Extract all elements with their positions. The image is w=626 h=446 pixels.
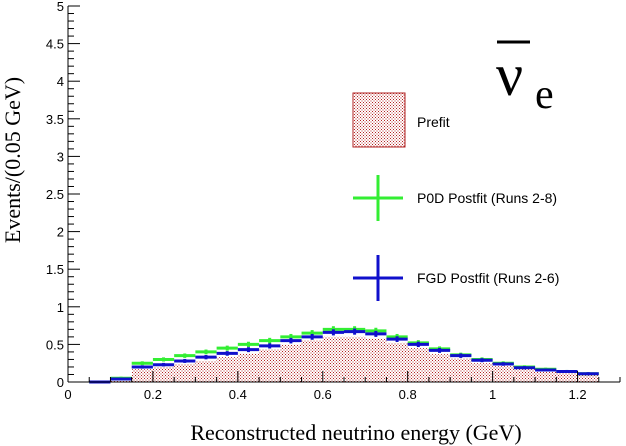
prefit-bar	[195, 360, 217, 382]
fgd-postfit-point	[322, 329, 344, 336]
fgd-postfit-point	[535, 368, 557, 372]
fgd-postfit-point	[471, 358, 493, 363]
fgd-postfit-point	[386, 336, 408, 342]
prefit-bar	[556, 372, 578, 382]
p0d-postfit-point	[216, 345, 238, 351]
legend-label-fgd: FGD Postfit (Runs 2-6)	[417, 270, 559, 286]
prefit-bar	[471, 363, 493, 382]
neutrino-symbol: ν	[496, 42, 523, 108]
p0d-postfit-point	[152, 357, 175, 362]
axes-layer: 0 0.2 0.4 0.6 0.8 1 1.2 0 0.5 1 1.5 2 2.5 3 3.5 4 4.5 5	[46, 0, 621, 402]
fgd-postfit-point	[152, 362, 175, 367]
x-tick-label: 0.2	[144, 387, 162, 402]
fgd-postfit-point	[450, 353, 472, 358]
prefit-bar	[386, 342, 408, 382]
prefit-bar	[216, 357, 238, 382]
prefit-bar	[492, 366, 514, 382]
y-axis-title: Events/(0.05 GeV)	[0, 77, 25, 243]
y-tick-label: 3	[57, 149, 64, 164]
y-tick-label: 2.5	[46, 187, 64, 202]
fgd-postfit-point	[237, 347, 260, 353]
y-tick-label: 0	[57, 375, 64, 390]
prefit-bar	[365, 338, 387, 382]
x-tick-label: 0	[64, 387, 71, 402]
x-tick-label: 1.2	[568, 387, 586, 402]
histogram-layer	[89, 326, 599, 384]
prefit-bar	[280, 344, 302, 382]
fgd-postfit-point	[280, 337, 302, 344]
y-tick-label: 4	[57, 74, 64, 89]
fgd-postfit-point	[301, 333, 323, 340]
y-tick-label: 1.5	[46, 262, 64, 277]
prefit-bar	[237, 353, 260, 382]
y-tick-label: 1	[57, 300, 64, 315]
y-tick-label: 3.5	[46, 112, 64, 127]
prefit-bar	[174, 363, 196, 382]
prefit-bar	[577, 374, 599, 382]
y-tick-label: 0.5	[46, 337, 64, 352]
prefit-bar	[513, 369, 536, 382]
fgd-postfit-point	[344, 328, 366, 335]
p0d-postfit-point	[259, 337, 281, 344]
p0d-postfit-point	[237, 341, 260, 348]
prefit-bar	[450, 358, 472, 382]
fgd-postfit-point	[174, 358, 196, 363]
fgd-postfit-point	[195, 355, 217, 360]
prefit-bar	[535, 370, 557, 382]
prefit-bar	[301, 340, 323, 382]
fgd-postfit-point	[131, 365, 153, 369]
neutrino-annotation: ν e	[496, 40, 554, 118]
fgd-postfit-point	[428, 347, 451, 353]
prefit-bar	[131, 369, 153, 382]
fgd-postfit-point	[407, 341, 429, 348]
y-tick-label: 4.5	[46, 37, 64, 52]
fgd-postfit-point	[513, 366, 536, 370]
legend: Prefit P0D Postfit (Runs 2-8) FGD Postfit …	[352, 92, 559, 301]
prefit-bar	[407, 348, 429, 382]
p0d-postfit-point	[131, 361, 153, 366]
x-tick-label: 0.6	[314, 387, 332, 402]
x-tick-label: 0.8	[399, 387, 417, 402]
fgd-postfit-point	[556, 369, 578, 373]
fgd-postfit-point	[492, 362, 514, 366]
prefit-bar	[428, 354, 451, 382]
p0d-postfit-point	[174, 353, 196, 358]
prefit-bar	[322, 336, 344, 382]
legend-label-p0d: P0D Postfit (Runs 2-8)	[417, 190, 557, 206]
fgd-postfit-point	[365, 330, 387, 337]
fgd-postfit-point	[110, 377, 132, 381]
y-tick-label: 5	[57, 0, 64, 14]
x-axis-title: Reconstructed neutrino energy (GeV)	[190, 420, 521, 445]
p0d-postfit-point	[195, 349, 217, 355]
fgd-postfit-point	[216, 351, 238, 356]
legend-label-prefit: Prefit	[417, 114, 450, 130]
prefit-bar	[344, 336, 366, 382]
neutrino-flavor-subscript: e	[535, 72, 554, 118]
prefit-bar	[152, 366, 175, 382]
y-tick-label: 2	[57, 225, 64, 240]
fgd-postfit-point	[259, 343, 281, 349]
legend-swatch-prefit	[352, 92, 406, 148]
x-tick-label: 0.4	[229, 387, 247, 402]
fgd-postfit-point	[577, 372, 599, 376]
x-tick-label: 1	[489, 387, 496, 402]
prefit-bar	[259, 349, 281, 382]
